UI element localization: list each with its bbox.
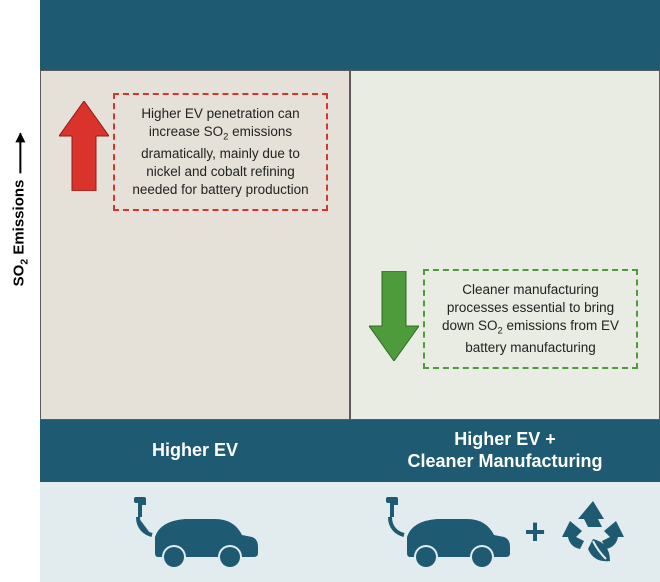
panel-higher-ev: Higher EV penetration can increase SO2 e… [40, 70, 350, 420]
up-arrow-icon [59, 101, 109, 191]
band-label-right-text: Higher EV +Cleaner Manufacturing [407, 429, 602, 472]
y-axis: SO2 Emissions [0, 0, 40, 420]
ev-car-icon [382, 497, 512, 567]
panel-cleaner-mfg: Cleaner manufacturing processes essentia… [350, 70, 660, 420]
icon-band-right: + [350, 482, 660, 582]
callout-higher-ev: Higher EV penetration can increase SO2 e… [113, 93, 328, 211]
plus-icon: + [524, 511, 545, 553]
band-label-left-text: Higher EV [152, 440, 238, 462]
y-axis-arrow-icon [19, 134, 21, 174]
ev-car-icon [130, 497, 260, 567]
down-arrow-icon [369, 271, 419, 361]
callout-cleaner-mfg: Cleaner manufacturing processes essentia… [423, 269, 638, 369]
icon-band-left [40, 482, 350, 582]
y-axis-label: SO2 Emissions [10, 180, 30, 287]
band-label-left: Higher EV [40, 420, 350, 482]
recycle-eco-icon [558, 497, 628, 567]
infographic-frame: SO2 Emissions Higher EV penetration can … [0, 0, 660, 582]
band-label-right: Higher EV +Cleaner Manufacturing [350, 420, 660, 482]
header-bar [40, 0, 660, 70]
